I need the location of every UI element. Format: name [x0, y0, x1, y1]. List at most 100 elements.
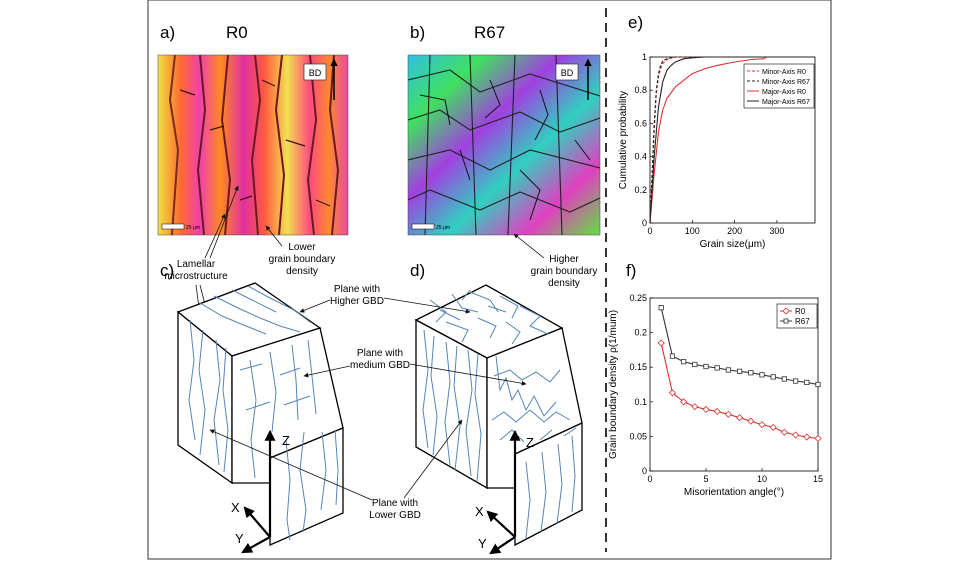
- data-point-f-1: [714, 365, 720, 371]
- x-tick-label-e: 0: [647, 226, 652, 236]
- plane-lower-text-1: Plane with: [372, 498, 418, 509]
- lower-gbd-text-1: Lower: [288, 242, 316, 253]
- lower-gbd-text-3: density: [286, 266, 318, 277]
- y-tick-label-f: 0.1: [634, 397, 647, 407]
- y-tick-label-e: 0.4: [634, 152, 647, 162]
- data-point-f-1: [737, 368, 743, 374]
- bd-box-b: [555, 63, 579, 81]
- y-tick-label-e: 0.2: [634, 185, 647, 195]
- data-point-f-0: [792, 431, 800, 439]
- legend-label-e: Major-Axis R0: [762, 89, 806, 96]
- grain-lines-c: [188, 285, 339, 541]
- y-label-d: Y: [478, 536, 487, 551]
- grain-lines-d: [422, 289, 577, 539]
- y-tick-label-e: 1: [642, 52, 647, 62]
- data-point-f-0: [713, 407, 721, 416]
- ebsd-map-r0: 25 μm: [158, 55, 348, 235]
- panel-b: b) R67 25 μm BD: [407, 23, 601, 236]
- legend-label-f: R67: [795, 317, 810, 326]
- y-tick-label-f: 0.2: [634, 328, 647, 338]
- data-point-f-0: [680, 398, 688, 406]
- annotation-higher-gbd: Higher grain boundary density: [513, 233, 598, 289]
- legend-label-e: Major-Axis R67: [762, 99, 810, 106]
- annotation-plane-medium: Plane with medium GBD: [303, 348, 527, 386]
- y-label-c: Y: [235, 531, 244, 546]
- series-line-e-2: [649, 56, 815, 224]
- x-tick-label-f: 0: [647, 474, 652, 484]
- data-point-f-0: [736, 414, 744, 422]
- data-point-f-0: [758, 421, 766, 429]
- y-axis-d: [489, 536, 516, 555]
- scale-bar-b: 25 μm: [436, 225, 450, 231]
- y-tick-label-e: 0.8: [634, 85, 647, 95]
- y-tick-label-e: 0: [642, 218, 647, 228]
- panel-b-label: b): [410, 23, 425, 42]
- legend-label-e: Minor-Axis R0: [762, 69, 806, 76]
- x-tick-label-e: 200: [727, 226, 742, 236]
- panel-e: e) 0 100 200 300 0 0.2 0.4 0.6 0.8 1 Grain size(μm…: [618, 13, 816, 250]
- bd-label-b: BD: [561, 68, 574, 78]
- z-label-d: Z: [526, 435, 534, 450]
- panel-f-label: f): [626, 261, 636, 280]
- data-point-f-1: [781, 376, 788, 382]
- data-point-f-0: [769, 423, 777, 431]
- legend-label-f: R0: [795, 307, 806, 316]
- data-point-f-0: [803, 433, 811, 441]
- data-point-f-0: [668, 389, 676, 397]
- data-point-f-0: [780, 428, 788, 436]
- annotation-plane-lower: Plane with Lower GBD: [209, 419, 463, 521]
- data-point-f-0: [657, 339, 665, 347]
- panel-c-label: c): [160, 261, 174, 280]
- panel-a-title: R0: [226, 23, 248, 42]
- data-point-f-0: [702, 405, 710, 413]
- legend-marker-f: [783, 318, 789, 324]
- chart-e: 0 100 200 300 0 0.2 0.4 0.6 0.8 1 Grain size(μm) Cu…: [618, 52, 816, 250]
- lower-gbd-text-2: grain boundary: [269, 254, 336, 265]
- lamellar-text-2: microstructure: [164, 271, 228, 282]
- figure-frame: [147, 0, 832, 560]
- data-point-f-1: [770, 374, 776, 380]
- scale-bar-a: 25 μm: [186, 225, 200, 231]
- chart-f: 0 5 10 15 0 0.05 0.1 0.15 0.2 0.25 Misorientation …: [608, 293, 823, 498]
- data-point-f-1: [692, 361, 698, 368]
- data-point-f-0: [747, 417, 755, 425]
- schematic-block-r0: [176, 282, 344, 546]
- plane-higher-text-1: Plane with: [334, 284, 380, 295]
- x-axis-d: [486, 510, 516, 538]
- bd-label-a: BD: [309, 68, 322, 78]
- y-tick-label-f: 0.05: [629, 431, 647, 441]
- higher-gbd-text-2: grain boundary: [531, 266, 598, 277]
- data-point-f-1: [759, 372, 765, 378]
- y-axis-c: [241, 536, 271, 554]
- series-line-e-1: [649, 56, 815, 224]
- plane-medium-text-1: Plane with: [357, 348, 403, 359]
- x-label-d: X: [475, 504, 484, 519]
- x-tick-label-e: 100: [685, 226, 700, 236]
- y-tick-label-e: 0.6: [634, 118, 647, 128]
- data-point-f-0: [724, 410, 732, 418]
- plane-medium-text-2: medium GBD: [350, 360, 410, 371]
- data-point-f-1: [748, 370, 754, 376]
- data-point-f-0: [691, 403, 699, 411]
- data-point-f-0: [814, 434, 822, 443]
- bd-box-a: [303, 63, 327, 81]
- x-label-c: X: [231, 500, 240, 515]
- panel-d: d) Z X Y: [410, 261, 583, 555]
- higher-gbd-text-3: density: [548, 278, 580, 289]
- legend-label-e: Minor-Axis R67: [762, 79, 810, 86]
- x-tick-label-f: 15: [813, 474, 823, 484]
- y-axis-label-e: Cumulative probability: [618, 91, 629, 189]
- y-axis-label-f: Grain boundary density ρ(1/mum): [608, 310, 619, 459]
- annotation-lower-gbd: Lower grain boundary density: [265, 225, 336, 277]
- data-point-f-1: [703, 363, 709, 370]
- x-tick-label-e: 300: [769, 226, 784, 236]
- series-line-e-0: [649, 56, 815, 224]
- higher-gbd-text-1: Higher: [549, 254, 579, 265]
- z-label-c: Z: [282, 433, 290, 448]
- x-tick-label-f: 10: [757, 474, 767, 484]
- panel-b-title: R67: [474, 23, 505, 42]
- x-axis-c: [243, 506, 271, 538]
- panel-d-label: d): [410, 261, 425, 280]
